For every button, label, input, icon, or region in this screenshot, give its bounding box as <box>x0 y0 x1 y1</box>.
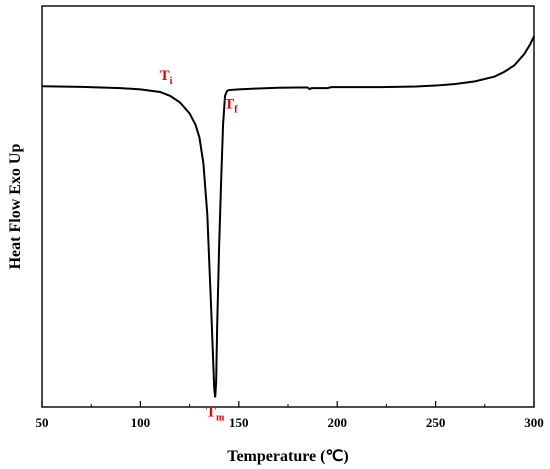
x-tick-label: 300 <box>524 415 544 430</box>
annotation-ti: Ti <box>160 68 173 87</box>
x-axis-tick-labels: 50 100 150 200 250 300 <box>36 415 544 430</box>
x-axis-title: Temperature (℃) <box>227 448 349 465</box>
x-tick-label: 150 <box>229 415 249 430</box>
x-tick-label: 100 <box>131 415 151 430</box>
annotation-tf: Tf <box>224 97 238 116</box>
x-tick-label: 250 <box>426 415 446 430</box>
y-axis-title: Heat Flow Exo Up <box>7 144 24 270</box>
x-tick-label: 200 <box>327 415 347 430</box>
x-tick-label: 50 <box>36 415 49 430</box>
x-axis-ticks <box>41 401 535 407</box>
series-line <box>41 36 535 398</box>
plot-frame <box>41 5 535 408</box>
